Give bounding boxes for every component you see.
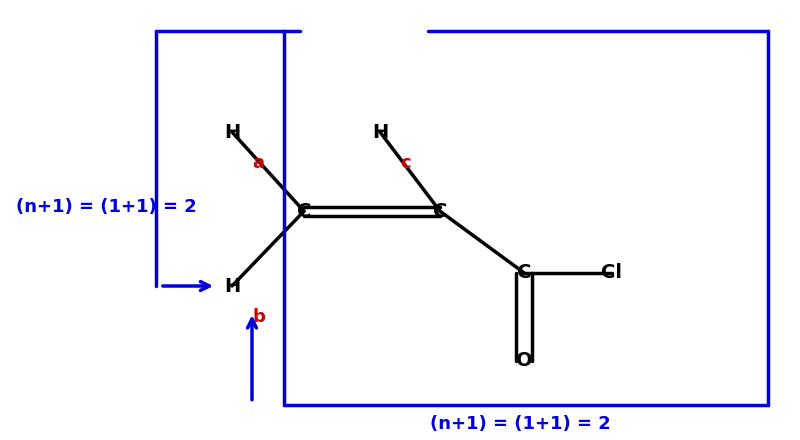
Text: b: b [252, 308, 265, 326]
Text: H: H [224, 122, 240, 142]
Text: C: C [433, 202, 447, 221]
Text: c: c [400, 154, 410, 172]
Text: H: H [372, 122, 388, 142]
Text: C: C [297, 202, 311, 221]
Text: O: O [516, 351, 532, 370]
Text: (n+1) = (1+1) = 2: (n+1) = (1+1) = 2 [430, 415, 610, 433]
Text: (n+1) = (1+1) = 2: (n+1) = (1+1) = 2 [16, 198, 197, 216]
Text: Cl: Cl [602, 263, 622, 282]
Text: a: a [252, 154, 264, 172]
Text: H: H [224, 276, 240, 296]
Text: C: C [517, 263, 531, 282]
